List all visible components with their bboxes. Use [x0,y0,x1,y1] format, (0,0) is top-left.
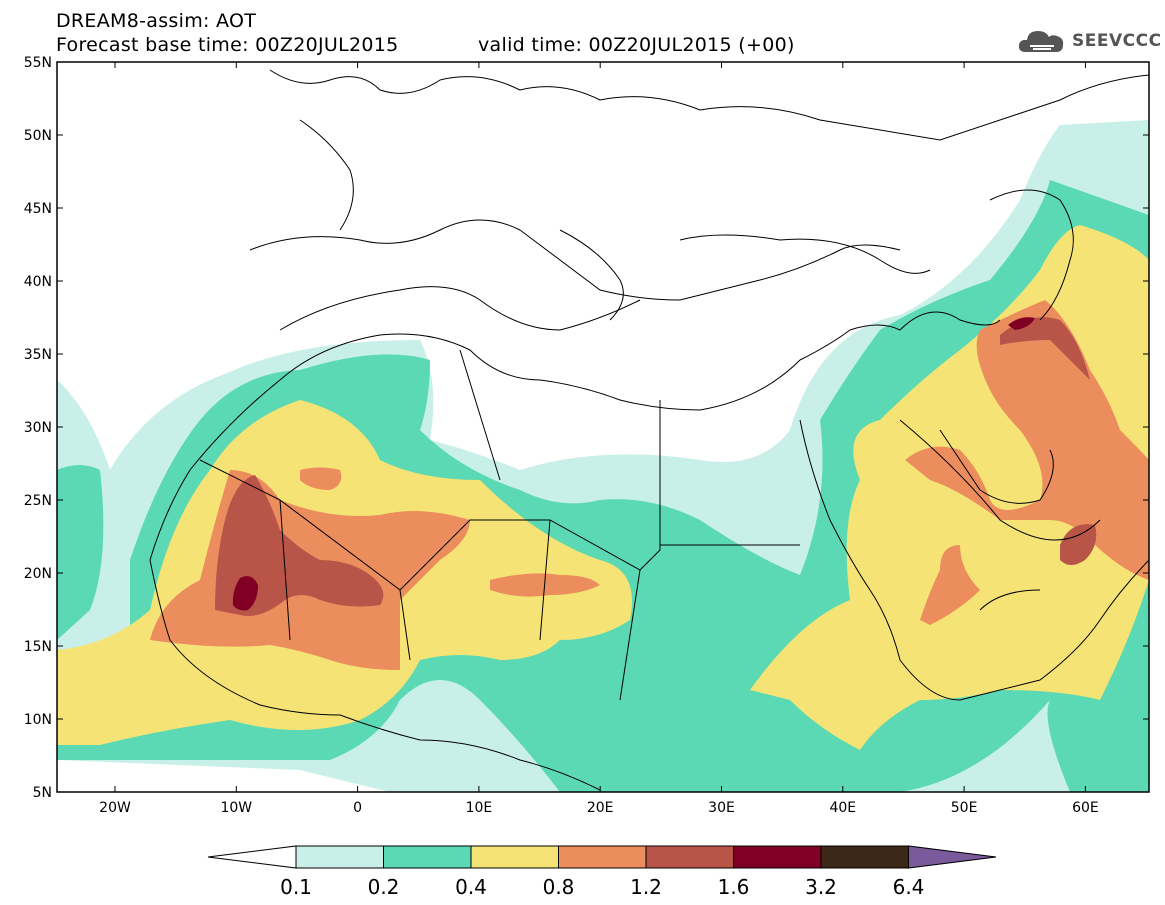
valid-time: valid time: 00Z20JUL2015 (+00) [478,34,795,56]
colorbar-label: 0.1 [280,875,312,899]
lat-tick-label: 30N [24,420,52,436]
lon-tick-label: 30E [708,800,735,816]
lat-tick-label: 40N [24,274,52,290]
lon-tick-label: 10W [220,800,252,816]
colorbar-segment [558,845,647,869]
aot-shading [57,62,1149,792]
aot-level-1.2 [215,317,1097,616]
lon-tick-label: 50E [951,800,978,816]
forecast-base-time: Forecast base time: 00Z20JUL2015 [56,34,399,56]
colorbar-label: 0.2 [368,875,400,899]
lat-tick-label: 45N [24,201,52,217]
lon-tick-label: 40E [829,800,856,816]
colorbar-label: 1.2 [630,875,662,899]
lon-tick-label: 0 [353,800,362,816]
lat-tick-label: 35N [24,347,52,363]
colorbar-segment [733,845,822,869]
colorbar-label: 6.4 [893,875,925,899]
colorbar-segment [820,845,909,869]
colorbar-label: 0.8 [543,875,575,899]
lon-tick-label: 10E [466,800,493,816]
colorbar-segment [645,845,734,869]
colorbar-segment [295,845,384,869]
colorbar-label: 1.6 [718,875,750,899]
colorbar-segment [470,845,559,869]
colorbar-label: 3.2 [805,875,837,899]
colorbar-label: 0.4 [455,875,487,899]
lat-tick-label: 50N [24,128,52,144]
lat-tick-label: 55N [24,55,52,71]
lat-ticks: 55N 50N 45N 40N 35N 30N 25N 20N 15N 10N 5N [24,55,1149,801]
colorbar-arrow-low [207,845,297,869]
lat-tick-label: 25N [24,493,52,509]
coastlines [149,69,1149,791]
aot-level-0.8 [150,300,1149,670]
map-title: DREAM8-assim: AOT [56,10,257,32]
lat-tick-label: 5N [33,785,52,801]
colorbar-segment [383,845,472,869]
lon-tick-label: 20W [99,800,131,816]
lon-tick-label: 60E [1072,800,1099,816]
colorbar-arrow-high [908,845,997,869]
lat-tick-label: 10N [24,712,52,728]
logo-text: SEEVCCC [1072,31,1162,51]
seevccc-logo: SEEVCCC [1016,24,1162,58]
lon-ticks: 20W 10W 0 10E 20E 30E 40E 50E 60E [99,62,1099,816]
colorbar: 0.1 0.2 0.4 0.8 1.2 1.6 3.2 6.4 [207,845,997,899]
lon-tick-label: 20E [587,800,614,816]
lat-tick-label: 20N [24,566,52,582]
cloud-icon [1018,31,1064,52]
lat-tick-label: 15N [24,639,52,655]
